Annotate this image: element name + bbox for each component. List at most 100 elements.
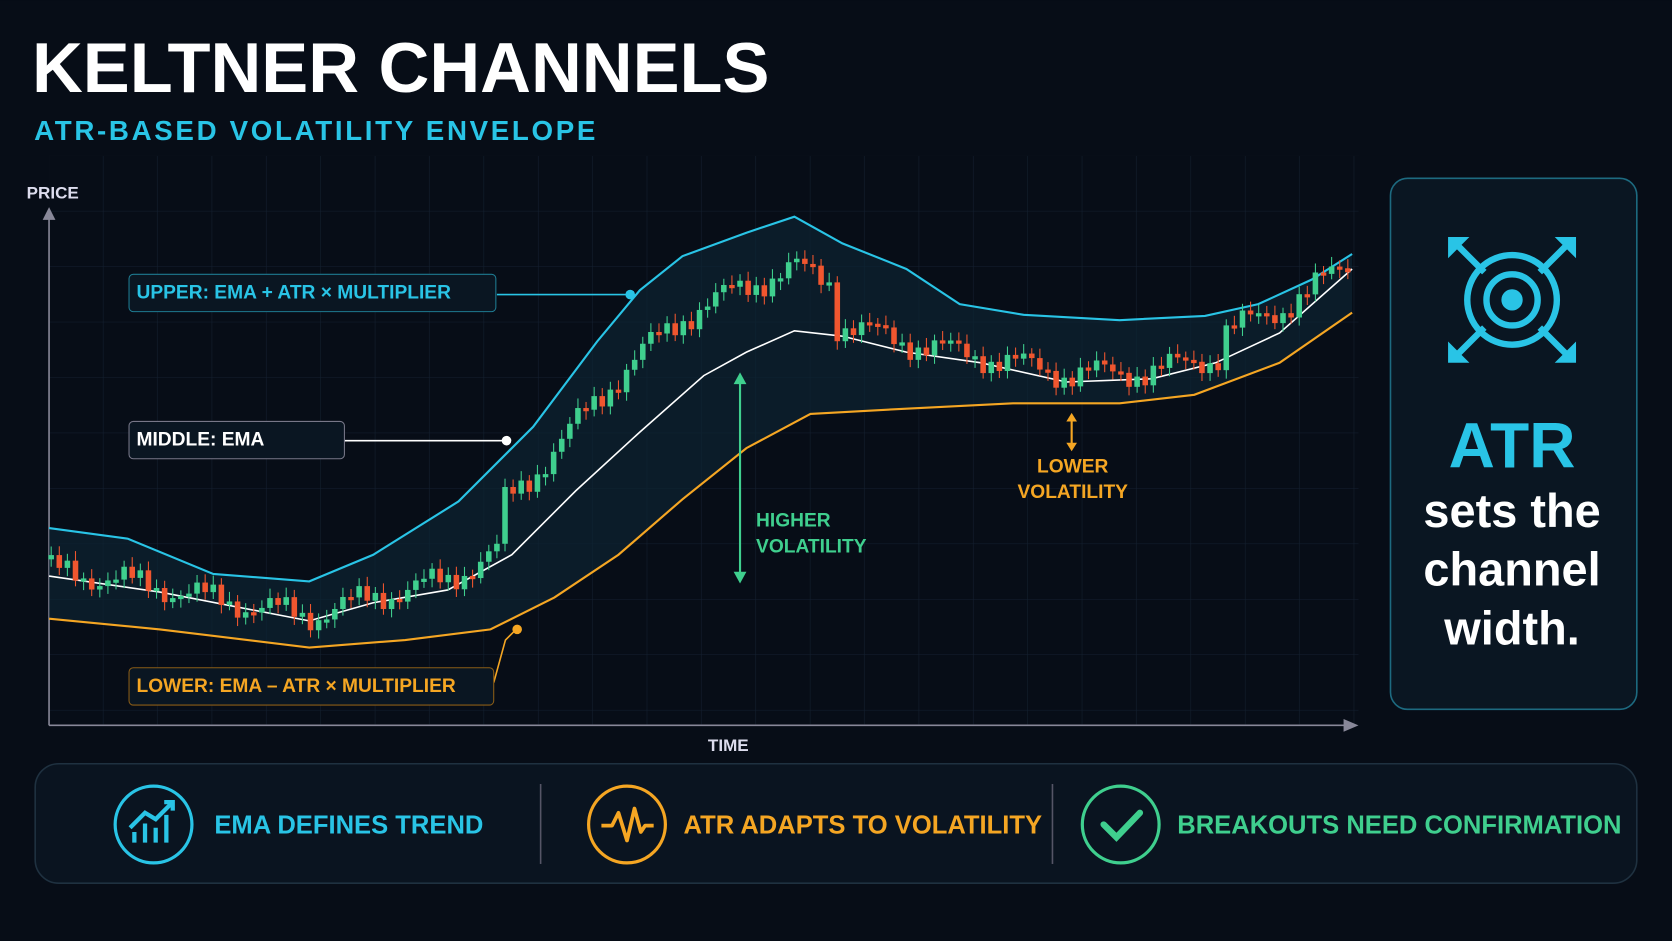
candle-body [1118, 371, 1124, 375]
candle-body [1247, 310, 1254, 315]
footer-item: EMA DEFINES TREND [214, 811, 483, 839]
candle-body [494, 543, 500, 552]
candle-body [340, 596, 346, 609]
candle-body [891, 327, 897, 345]
check-icon [1080, 784, 1161, 865]
candle-body [275, 598, 281, 605]
upper-label: UPPER: EMA + ATR × MULTIPLIER [136, 283, 451, 304]
candle-body [793, 258, 800, 263]
candle-body [486, 551, 492, 562]
title: KELTNER CHANNELS [32, 28, 769, 107]
side-body: channel [1423, 544, 1600, 596]
candle-body [518, 480, 524, 494]
candle-body [1077, 367, 1084, 387]
candle-body [1004, 354, 1011, 372]
lower-dot [512, 624, 522, 635]
candle-body [907, 342, 913, 360]
candle-body [1345, 268, 1351, 273]
side-body: width. [1443, 602, 1579, 654]
candle-body [1182, 357, 1189, 361]
candle-body [1110, 364, 1116, 372]
candle-body [818, 265, 824, 285]
candle-body [631, 359, 638, 370]
candle-body [583, 408, 589, 412]
candle-body [1020, 353, 1027, 359]
channel-fill [49, 216, 1353, 648]
candle-body [550, 451, 557, 475]
candle-body [1069, 377, 1076, 387]
candle-body [567, 423, 573, 439]
candle-body [356, 586, 362, 598]
candle-body [526, 480, 533, 492]
candle-body [558, 438, 565, 452]
candle-body [169, 598, 176, 603]
candle-body [113, 579, 119, 583]
candle-body [186, 593, 192, 597]
subtitle: ATR-BASED VOLATILITY ENVELOPE [34, 115, 598, 146]
check-glyph [1100, 809, 1144, 842]
candle-body [648, 331, 654, 344]
candle-body [251, 612, 257, 616]
candle-body [145, 570, 152, 591]
candle-body [769, 278, 776, 297]
candle-body [1037, 358, 1043, 370]
candle-body [453, 574, 460, 590]
candle-body [1150, 365, 1157, 386]
candle-body [939, 340, 946, 344]
candle-body [947, 340, 954, 344]
candle-body [721, 285, 727, 293]
target-center [1501, 289, 1523, 311]
candle-body [729, 285, 735, 289]
candle-body [413, 580, 419, 590]
candle-body [1134, 376, 1140, 387]
candle-body [850, 328, 857, 336]
candle-body [388, 598, 395, 610]
candle-body [664, 323, 670, 334]
candle-body [607, 389, 614, 407]
candle-body [923, 347, 930, 356]
candle-body [80, 578, 87, 582]
candle-body [1053, 370, 1059, 388]
candle-body [1142, 376, 1149, 386]
candle-body [753, 285, 760, 295]
candle-body [623, 369, 630, 393]
trend-icon [113, 784, 194, 865]
upper-box [128, 273, 497, 313]
middle-box [128, 420, 345, 460]
candle-body [1231, 325, 1238, 329]
candle-body [1223, 325, 1230, 371]
candle-body [429, 568, 435, 579]
middle-label: MIDDLE: EMA [136, 430, 264, 451]
candle-body [202, 582, 208, 593]
candle-body [866, 322, 873, 326]
candle-body [88, 578, 95, 590]
target-icon [1452, 240, 1572, 360]
candle-body [1304, 294, 1311, 298]
footer [34, 762, 1638, 884]
candle-body [502, 487, 508, 544]
candle-body [680, 321, 687, 336]
candle-body [915, 347, 922, 360]
candle-body [1191, 359, 1197, 364]
higher-annotation: VOLATILITY [756, 536, 867, 557]
footer-item: BREAKOUTS NEED CONFIRMATION [1177, 811, 1621, 839]
candle-body [129, 566, 135, 578]
candle-body [1296, 294, 1302, 318]
candle-body [1158, 365, 1165, 369]
candle-body [372, 592, 379, 601]
candle-body [1207, 363, 1213, 374]
candle-body [988, 361, 995, 374]
candle-body [477, 561, 484, 579]
candle-body [226, 601, 233, 605]
candle-body [218, 584, 225, 605]
x-arrow [1343, 718, 1359, 732]
lower-box [128, 667, 495, 706]
candle-body [810, 263, 816, 268]
candle-body [210, 584, 217, 593]
candle-body [299, 612, 306, 617]
candle-body [972, 356, 978, 360]
candle-body [178, 595, 184, 600]
candle-body [688, 321, 695, 330]
candle-body [640, 343, 646, 360]
